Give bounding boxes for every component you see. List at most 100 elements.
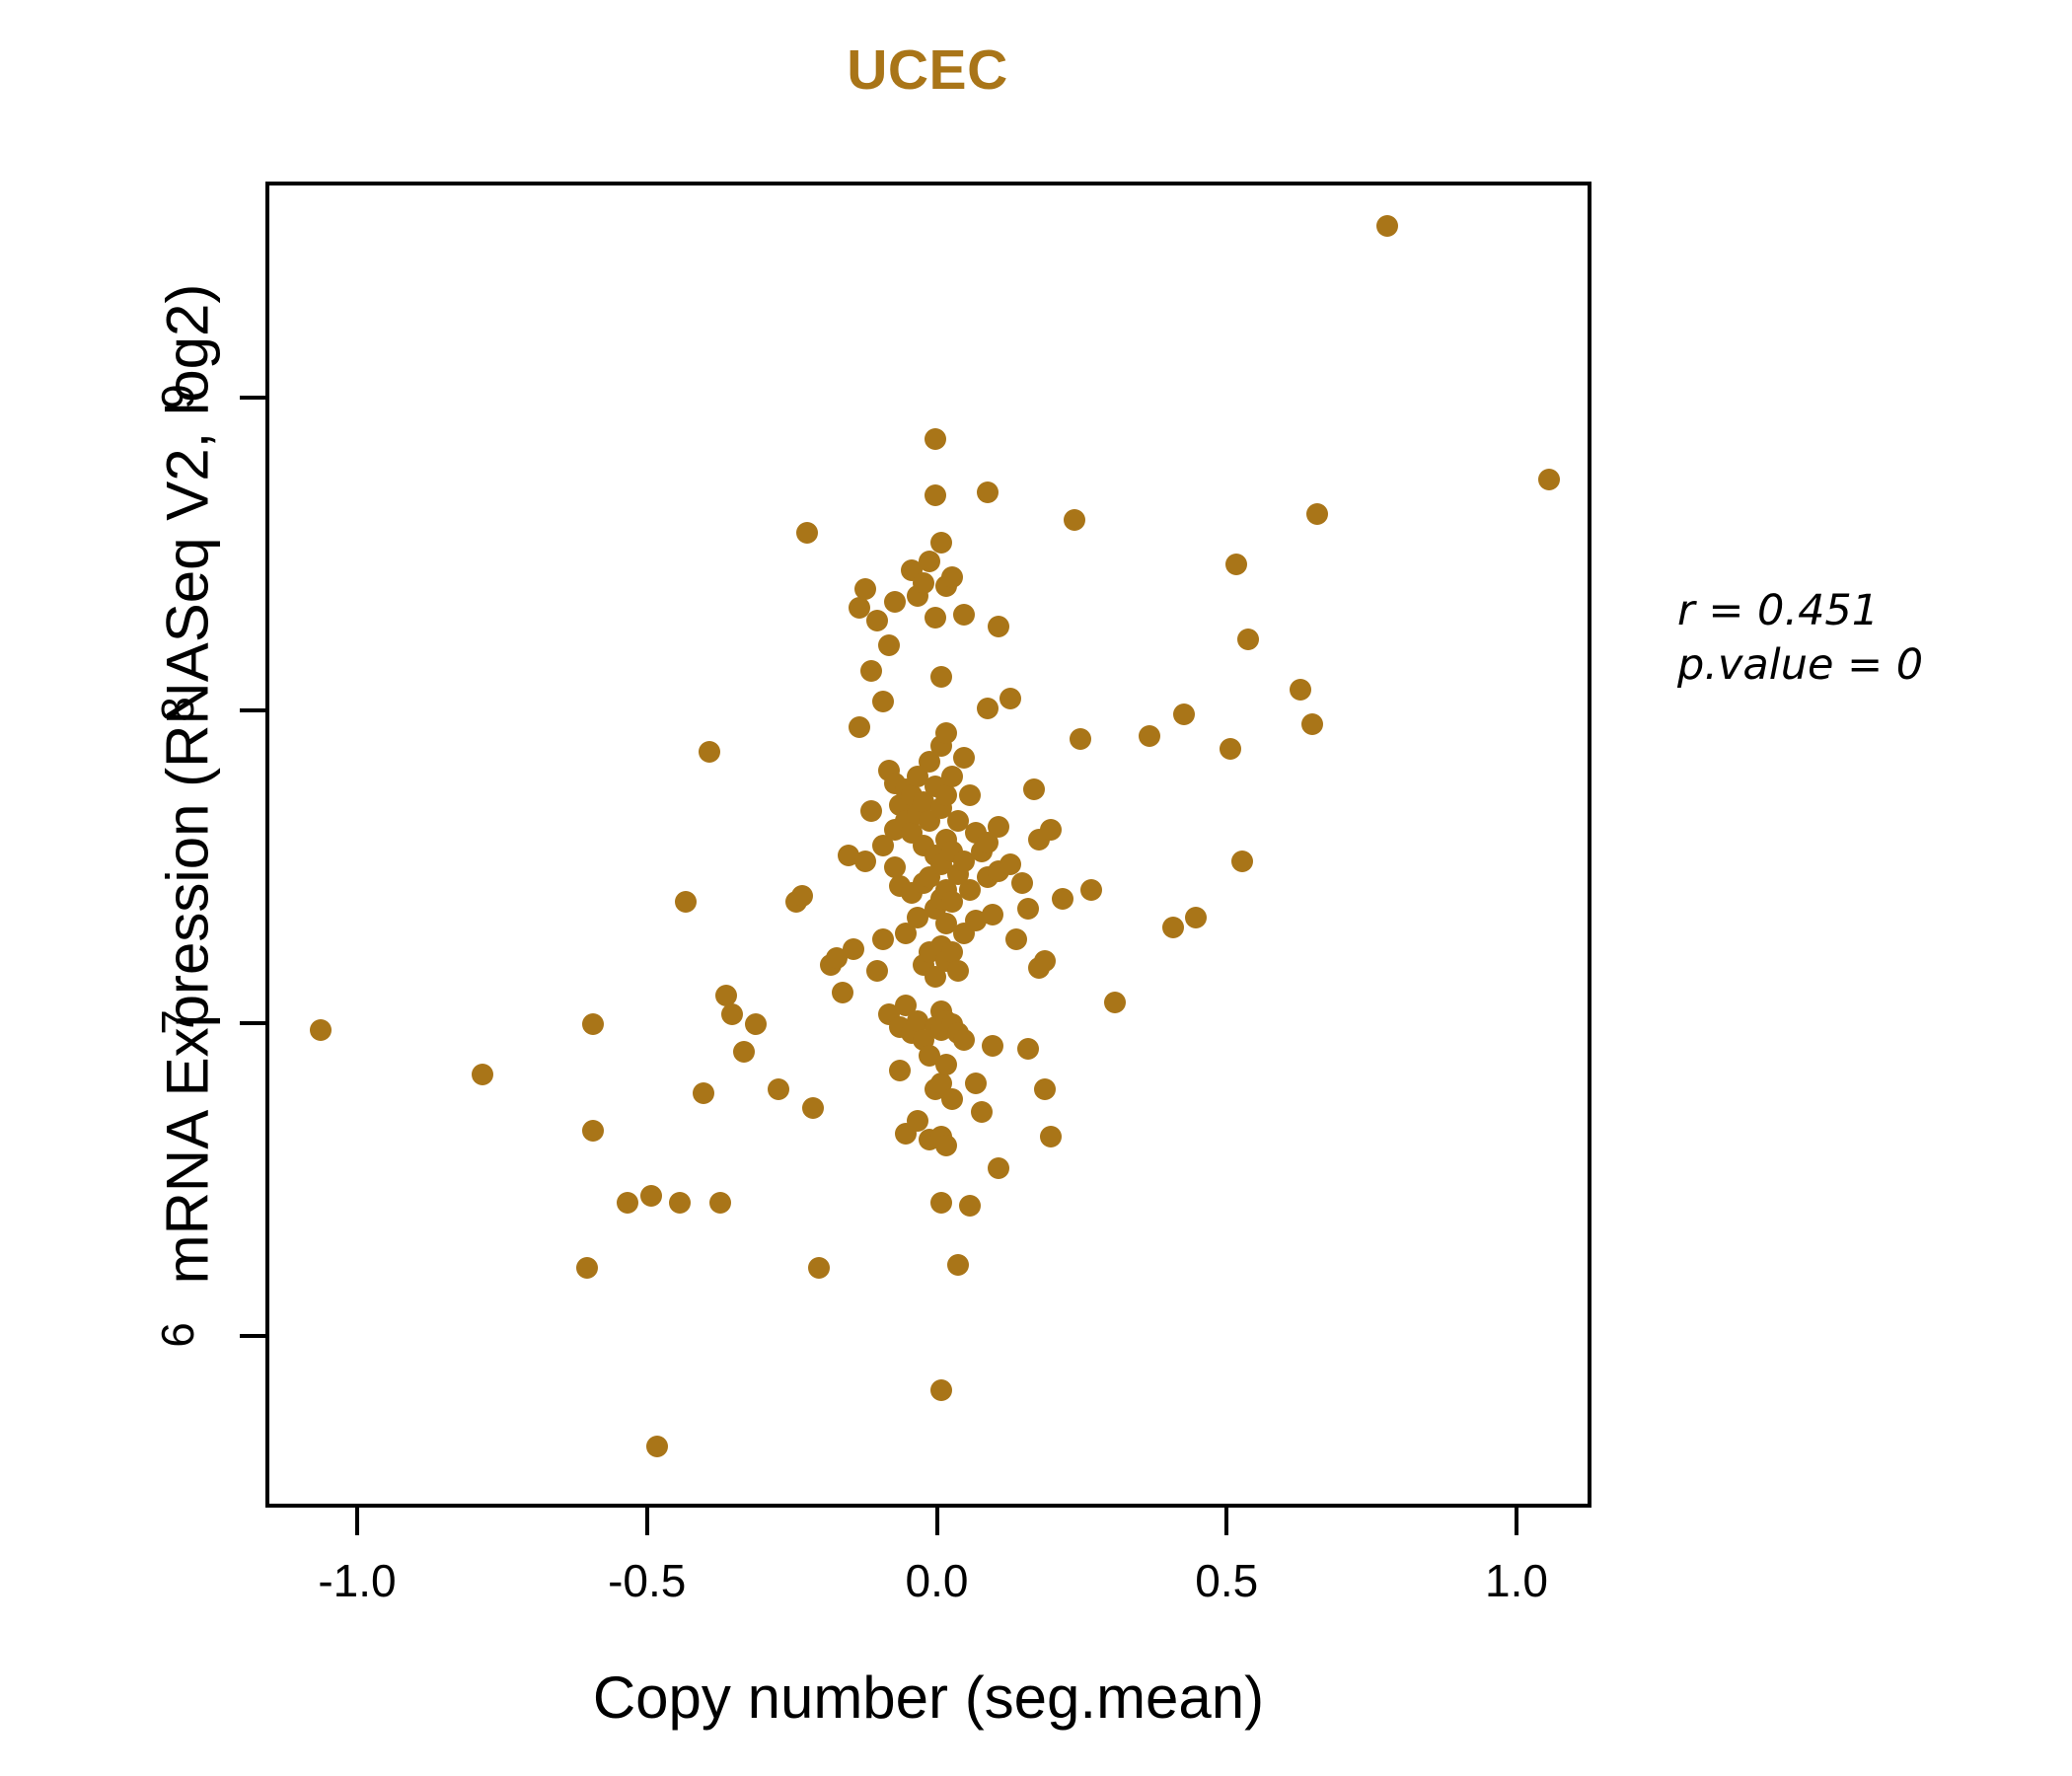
data-point <box>639 1185 662 1208</box>
data-point <box>1289 678 1311 701</box>
data-point <box>970 1100 993 1123</box>
data-point <box>1034 1078 1057 1101</box>
x-axis-label: Copy number (seg.mean) <box>592 1665 1265 1731</box>
data-point <box>935 722 958 745</box>
data-point <box>1016 1038 1039 1061</box>
data-point <box>721 1003 743 1026</box>
data-point <box>883 590 906 613</box>
page-title: UCEC <box>847 38 1008 102</box>
data-point <box>1306 503 1329 526</box>
data-point <box>964 910 987 932</box>
x-axis-tick-label: -1.0 <box>318 1555 397 1606</box>
data-point <box>843 937 865 960</box>
data-point <box>865 609 888 631</box>
correlation-value: r = 0.451 <box>1677 586 1880 635</box>
data-point <box>935 1135 958 1157</box>
data-point <box>976 831 999 853</box>
data-point <box>941 940 964 963</box>
data-point <box>1139 725 1160 748</box>
data-point <box>947 809 970 832</box>
data-point <box>982 903 1004 925</box>
data-point <box>808 1257 831 1280</box>
data-point <box>1375 215 1398 238</box>
data-point <box>924 966 946 989</box>
data-point <box>953 747 975 770</box>
data-point <box>1004 928 1027 951</box>
data-point <box>935 1054 958 1076</box>
data-point <box>924 606 946 629</box>
data-point <box>1080 878 1103 901</box>
data-point <box>582 1012 604 1035</box>
data-point <box>958 784 981 807</box>
x-axis-tick <box>355 1508 359 1535</box>
plot-panel <box>265 182 1591 1508</box>
data-point <box>895 922 918 944</box>
data-point <box>941 565 964 588</box>
data-point <box>1069 728 1091 751</box>
data-point <box>1161 916 1184 938</box>
data-point <box>1063 509 1085 532</box>
y-axis-tick <box>240 708 265 712</box>
data-point <box>1231 850 1253 872</box>
data-point <box>907 1110 928 1133</box>
x-axis-tick-label: 0.0 <box>905 1555 969 1606</box>
data-point <box>877 634 900 657</box>
data-point <box>999 688 1021 710</box>
data-point <box>1040 1125 1063 1147</box>
data-point <box>692 1081 714 1104</box>
data-point <box>907 907 928 929</box>
y-axis-label-wrapper: mRNA Expression (RNASeq V2, log2) <box>154 44 222 1524</box>
data-point <box>865 959 888 982</box>
data-point <box>1010 872 1033 895</box>
data-point <box>958 1194 981 1217</box>
x-axis-tick <box>644 1508 649 1535</box>
x-axis-tick-label: 0.5 <box>1195 1555 1259 1606</box>
data-point <box>924 428 946 451</box>
data-point <box>582 1119 604 1142</box>
data-point <box>698 741 720 764</box>
data-point <box>964 1073 987 1095</box>
data-point <box>1220 737 1242 760</box>
data-point <box>472 1063 494 1085</box>
data-point <box>675 891 697 914</box>
data-point <box>935 784 958 807</box>
data-point <box>929 665 952 688</box>
data-point <box>935 913 958 935</box>
data-point <box>941 1087 964 1110</box>
data-point <box>953 603 975 626</box>
data-point <box>976 481 999 503</box>
data-point <box>1040 819 1063 842</box>
data-point <box>768 1078 789 1101</box>
data-point <box>854 850 877 872</box>
data-point <box>860 659 882 682</box>
data-point <box>802 1097 825 1120</box>
data-point <box>871 691 894 713</box>
x-axis-tick-label: -0.5 <box>608 1555 687 1606</box>
data-point <box>576 1257 599 1280</box>
data-point <box>790 884 813 907</box>
data-point <box>837 844 859 866</box>
data-point <box>1034 950 1057 973</box>
data-point <box>988 1156 1010 1179</box>
data-point <box>854 578 877 601</box>
data-point <box>1236 628 1259 650</box>
data-point <box>1538 469 1561 491</box>
x-axis-tick <box>1515 1508 1518 1535</box>
data-point <box>1051 888 1073 911</box>
data-point <box>1225 553 1248 575</box>
data-point <box>918 550 940 572</box>
data-point <box>947 959 970 982</box>
data-point <box>715 985 738 1007</box>
data-point <box>912 571 934 594</box>
data-point <box>871 928 894 951</box>
data-point <box>796 522 819 545</box>
data-point <box>849 597 871 620</box>
y-axis-label: mRNA Expression (RNASeq V2, log2) <box>154 283 221 1285</box>
data-point <box>1185 907 1207 929</box>
data-point <box>907 766 928 788</box>
data-point <box>849 715 871 738</box>
data-point <box>976 697 999 719</box>
data-point <box>953 1028 975 1051</box>
data-point <box>958 878 981 901</box>
